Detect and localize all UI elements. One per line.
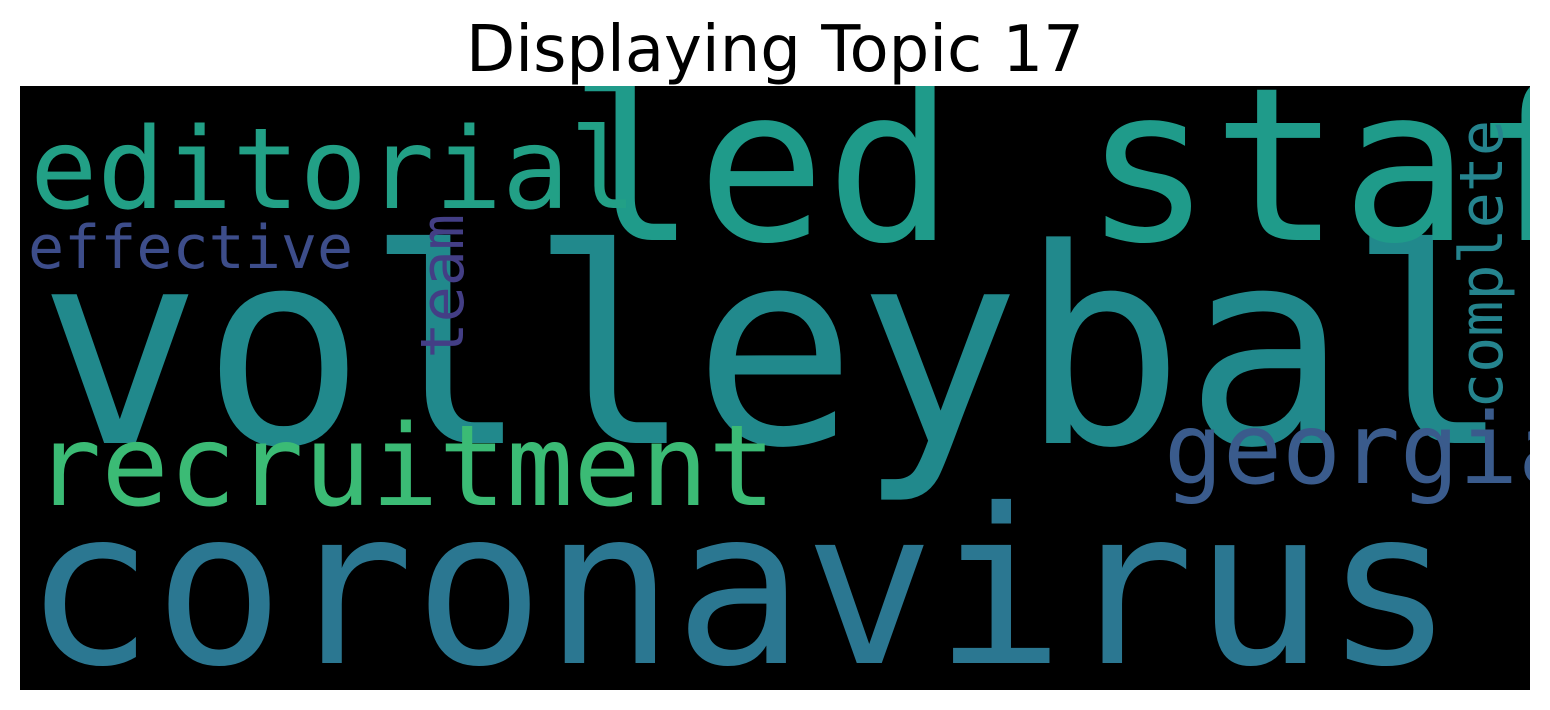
- word-coronavirus: coronavirus: [24, 463, 1455, 691]
- word-complete: complete: [1447, 120, 1517, 409]
- page-title: Displaying Topic 17: [466, 13, 1084, 87]
- word-cloud: volleyball coronavirus led staff editori…: [20, 86, 1530, 690]
- word-recruitment: recruitment: [34, 402, 776, 532]
- word-editorial: editorial: [30, 105, 637, 235]
- word-volleyball: volleyball: [38, 192, 1530, 508]
- word-team: team: [408, 214, 478, 359]
- word-effective: effective: [28, 213, 354, 283]
- word-led-staff: led staff: [568, 86, 1530, 291]
- word-georgia: georgia: [1164, 393, 1530, 507]
